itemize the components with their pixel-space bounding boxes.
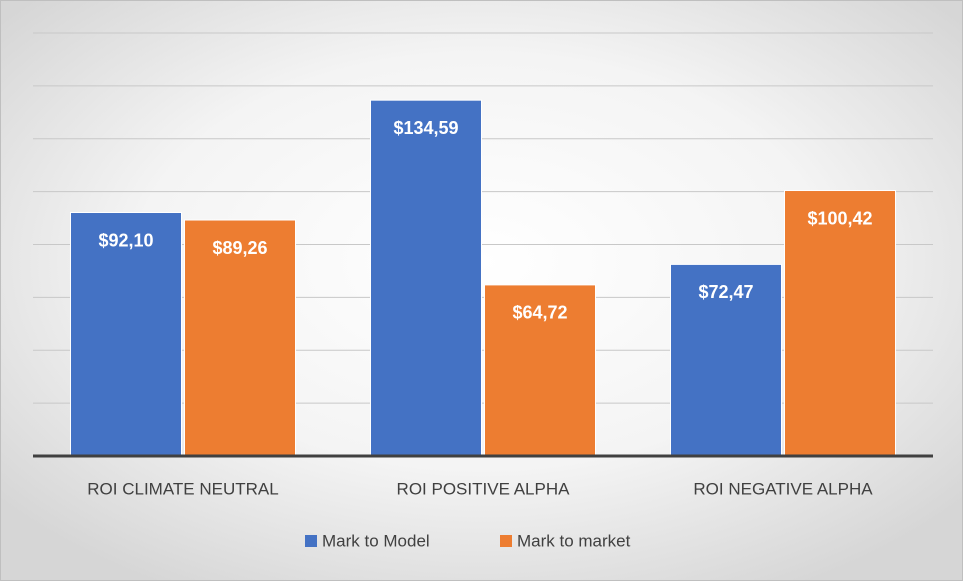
legend-label: Mark to market xyxy=(517,531,631,550)
data-label: $89,26 xyxy=(212,238,267,258)
data-label: $100,42 xyxy=(807,208,872,228)
data-label: $134,59 xyxy=(393,118,458,138)
data-label: $72,47 xyxy=(698,282,753,302)
legend-swatch xyxy=(305,535,317,547)
x-tick-label: ROI POSITIVE ALPHA xyxy=(397,479,571,498)
x-tick-label: ROI NEGATIVE ALPHA xyxy=(693,479,873,498)
x-tick-label: ROI CLIMATE NEUTRAL xyxy=(87,479,278,498)
data-label: $64,72 xyxy=(512,303,567,323)
legend-swatch xyxy=(500,535,512,547)
data-label: $92,10 xyxy=(98,230,153,250)
bar xyxy=(370,99,482,457)
legend-label: Mark to Model xyxy=(322,531,430,550)
bar xyxy=(784,190,896,457)
